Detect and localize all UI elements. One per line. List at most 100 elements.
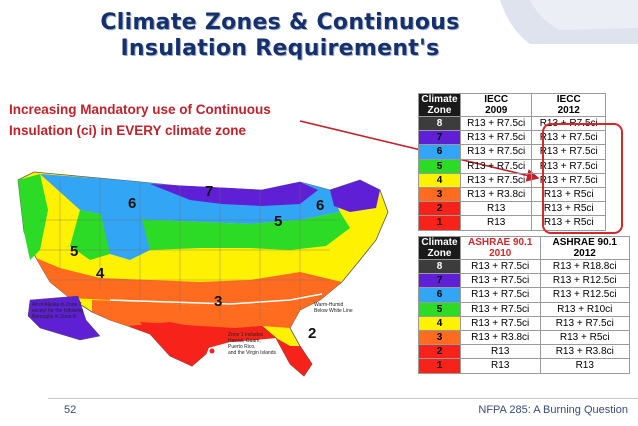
requirement-cell: R13 + R3.8ci [539, 344, 631, 360]
map-zone-label: 2 [308, 325, 316, 342]
zone-cell: 5 [418, 301, 461, 317]
requirement-cell: R13 + R7.5ci [459, 144, 533, 160]
zone-cell: 5 [418, 158, 461, 174]
warm-humid-note-line: Below White Line [314, 308, 353, 314]
map-zone-label: 7 [205, 183, 213, 200]
zone-4-west-coast [18, 174, 48, 260]
page-number: 52 [64, 404, 77, 416]
table-header-climate-zone: Climate Zone [418, 93, 461, 117]
corner-swoosh-decoration [500, 0, 638, 44]
footer-divider [48, 398, 638, 399]
alaska-note-line: Boroughs in Zone 8: [32, 314, 77, 320]
table-row: 5 R13 + R7.5ci R13 + R7.5ci [418, 158, 606, 174]
requirement-cell: R13 + R7.5ci [459, 287, 541, 303]
slide-title-line-2: Insulation Requirement's [120, 36, 440, 61]
header-label: IECC 2012 [556, 94, 581, 116]
requirement-cell: R13 + R7.5ci [531, 172, 606, 188]
table-row: 5 R13 + R7.5ci R13 + R10ci [418, 301, 631, 317]
hawaii-note-line: Hawaii, Guam, [228, 338, 261, 344]
table-row: 8 R13 + R7.5ci R13 + R18.8ci [418, 258, 631, 275]
requirement-cell: R13 + R12.5ci [539, 287, 631, 303]
table-row: 6 R13 + R7.5ci R13 + R7.5ci [418, 144, 606, 160]
zone-cell: 6 [418, 144, 461, 160]
zone-cell: 1 [418, 358, 461, 374]
zone-cell: 8 [418, 258, 461, 275]
hawaii-note-line: Zone 1 includes [228, 332, 264, 338]
map-zone-label: 5 [70, 243, 78, 260]
slide-title-line-1: Climate Zones & Continuous [100, 10, 460, 35]
requirement-cell: R13 + R7.5ci [459, 130, 533, 146]
footer-title: NFPA 285: A Burning Question [478, 404, 628, 416]
zone-cell: 7 [418, 130, 461, 146]
header-label: Climate Zone [421, 237, 458, 259]
zone-2-south [140, 322, 276, 356]
requirement-cell: R13 + R5ci [531, 186, 606, 203]
requirement-cell: R13 + R5ci [531, 201, 606, 217]
requirement-cell: R13 [459, 344, 541, 360]
zone-2-band [92, 300, 300, 334]
climate-zone-map: 7 6 5 4 3 2 5 6 Warm-Humid Below White L… [17, 171, 389, 377]
zone-cell: 6 [418, 287, 461, 303]
table-row: 4 R13 + R7.5ci R13 + R7.5ci [418, 315, 631, 331]
zone-cell: 3 [418, 186, 461, 203]
requirement-cell: R13 [539, 358, 631, 374]
requirement-cell: R13 + R7.5ci [459, 172, 533, 188]
table-row: 7 R13 + R7.5ci R13 + R12.5ci [418, 273, 631, 289]
table-row: 6 R13 + R7.5ci R13 + R12.5ci [418, 287, 631, 303]
alaska-note-line: All of Alaska in Zone 7 [32, 302, 82, 308]
requirement-cell: R13 + R10ci [539, 301, 631, 317]
requirement-cell: R13 + R18.8ci [539, 258, 631, 275]
subtitle-line-1: Increasing Mandatory use of Continuous [9, 102, 271, 117]
alaska-note-line: except for the following [32, 308, 83, 314]
table-row: 7 R13 + R7.5ci R13 + R7.5ci [418, 130, 606, 146]
table-header-iecc-2009: IECC 2009 [459, 93, 533, 117]
subtitle-line-2: Insulation (ci) in EVERY climate zone [9, 123, 247, 138]
hawaii-island [198, 342, 202, 346]
requirement-cell: R13 + R7.5ci [459, 315, 541, 331]
map-zone-label: 6 [128, 195, 136, 212]
requirement-cell: R13 + R7.5ci [459, 115, 533, 132]
requirement-cell: R13 + R7.5ci [531, 130, 606, 146]
requirement-cell: R13 + R3.8ci [459, 186, 533, 203]
requirement-cell: R13 + R7.5ci [531, 158, 606, 174]
map-zone-label: 5 [274, 213, 282, 230]
table-row: 3 R13 + R3.8ci R13 + R5ci [418, 329, 631, 346]
zone-cell: 3 [418, 329, 461, 346]
requirement-cell: R13 + R7.5ci [459, 258, 541, 275]
hawaii-note-line: Puerto Rico, [228, 344, 256, 350]
header-label: ASHRAE 90.1 2012 [552, 237, 617, 259]
requirement-cell: R13 [459, 201, 533, 217]
slide-subtitle: Increasing Mandatory use of Continuous I… [9, 99, 329, 141]
state-borders [40, 180, 340, 320]
table-row: 1 R13 R13 [418, 358, 631, 374]
table-row: 3 R13 + R3.8ci R13 + R5ci [418, 186, 606, 203]
hawaii-note-block: Zone 1 includes Hawaii, Guam, Puerto Ric… [228, 332, 276, 356]
requirement-cell: R13 + R7.5ci [459, 301, 541, 317]
alaska-inset [27, 295, 101, 341]
zone-cell: 1 [418, 215, 461, 231]
requirement-cell: R13 + R7.5ci [459, 273, 541, 289]
ashrae-table: Climate Zone ASHRAE 90.1 2010 ASHRAE 90.1 2… [418, 236, 631, 374]
requirement-cell: R13 [459, 215, 533, 231]
table-row: 2 R13 R13 + R3.8ci [418, 344, 631, 360]
requirement-cell: R13 [459, 358, 541, 374]
requirement-cell: R13 + R7.5ci [459, 158, 533, 174]
zone-cell: 7 [418, 273, 461, 289]
warm-humid-note-line: Warm-Humid [314, 302, 343, 308]
hawaii-island [209, 348, 215, 354]
zone-3-region [36, 258, 342, 310]
table-header-ashrae-2012: ASHRAE 90.1 2012 [539, 236, 631, 260]
zone-cell: 4 [418, 315, 461, 331]
header-label: IECC 2009 [484, 94, 509, 116]
requirement-cell: R13 + R7.5ci [539, 315, 631, 331]
ashrae-table-body: 8 R13 + R7.5ci R13 + R18.8ci 7 R13 + R7.5ci R… [418, 258, 631, 374]
zone-cell: 4 [418, 172, 461, 188]
table-row: 2 R13 R13 + R5ci [418, 201, 606, 217]
map-zone-label: 3 [214, 293, 222, 310]
requirement-cell: R13 + R12.5ci [539, 273, 631, 289]
iecc-table: Climate Zone IECC 2009 IECC 2012 8 R13 + R7.… [418, 93, 606, 231]
zone-cell: 8 [418, 115, 461, 132]
requirement-cell: R13 + R7.5ci [531, 144, 606, 160]
warm-humid-line [109, 293, 323, 305]
alaska-note-block: All of Alaska in Zone 7 except for the f… [32, 302, 83, 320]
